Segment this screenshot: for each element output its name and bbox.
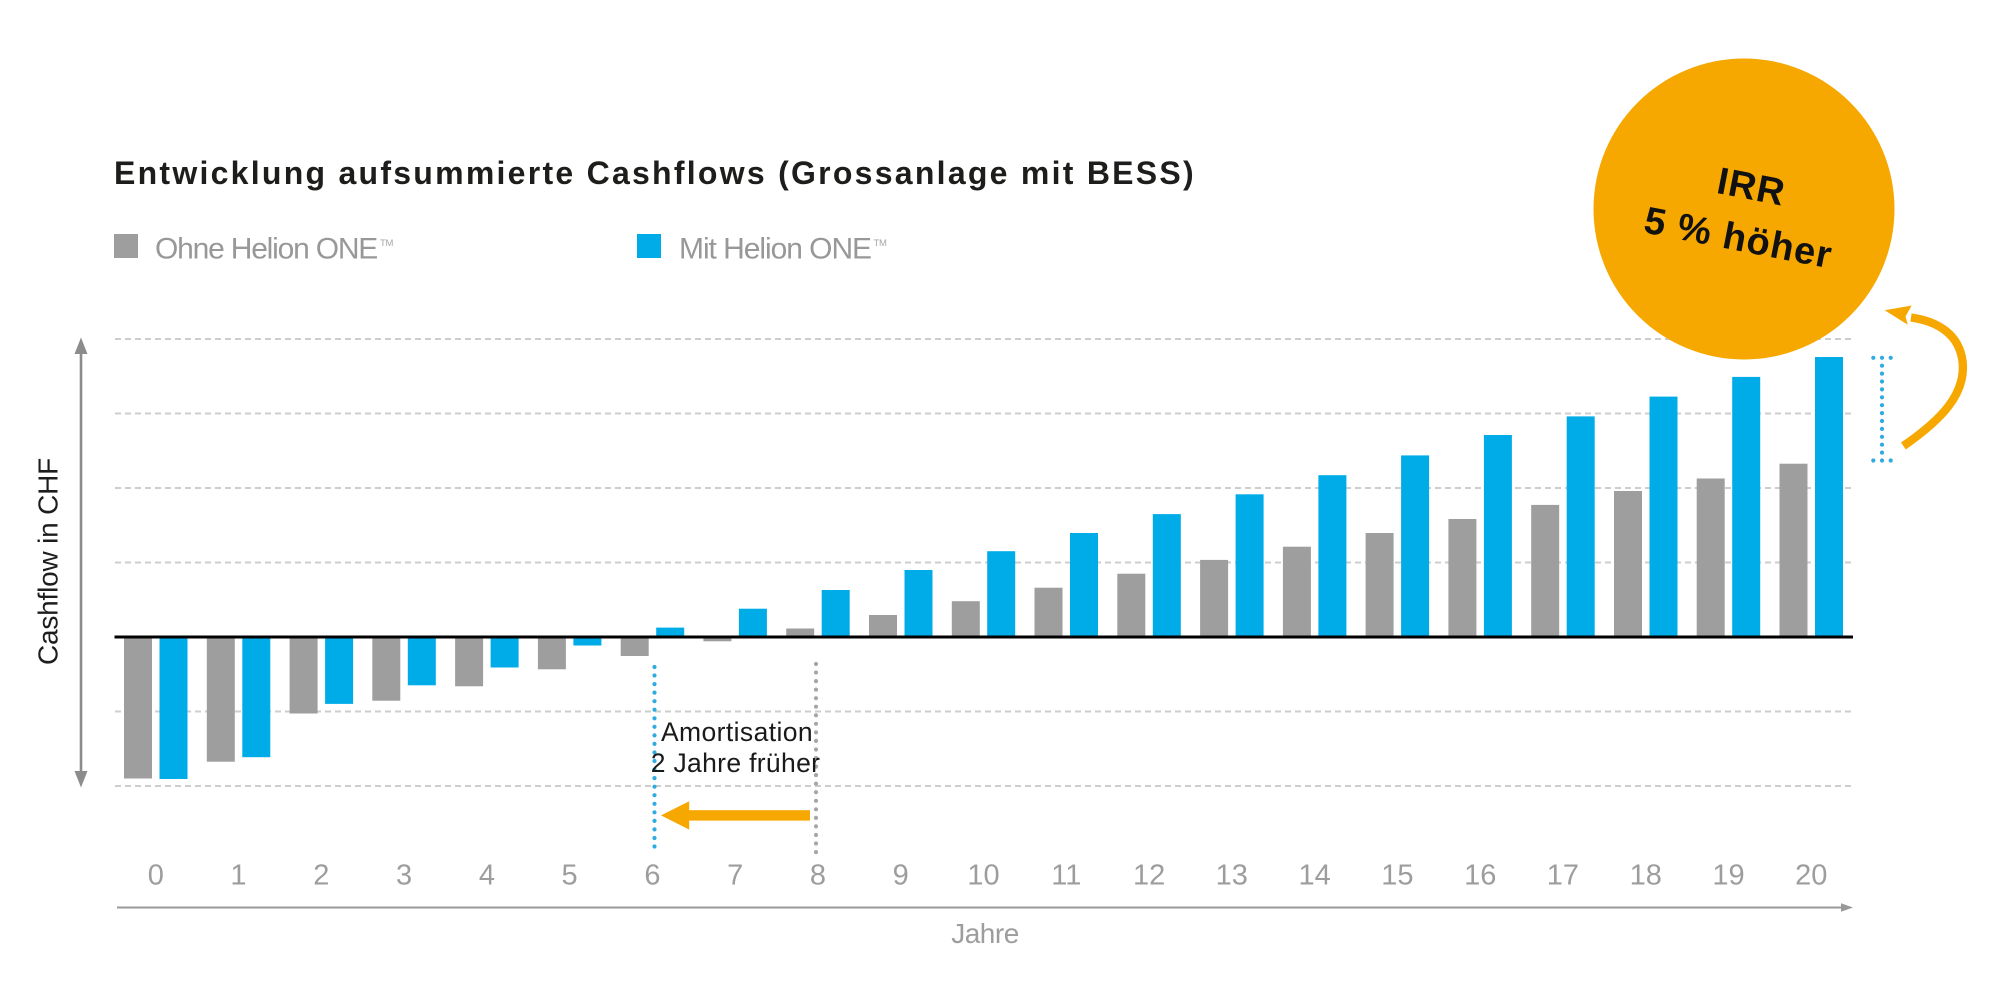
svg-text:Entwicklung aufsummierte Cashf: Entwicklung aufsummierte Cashflows (Gros… [114,155,1196,191]
svg-text:10: 10 [967,860,999,892]
svg-text:1: 1 [230,860,246,892]
svg-text:4: 4 [479,860,495,892]
svg-text:15: 15 [1381,860,1413,892]
svg-text:17: 17 [1547,860,1579,892]
svg-text:16: 16 [1464,860,1496,892]
svg-text:13: 13 [1216,860,1248,892]
svg-text:3: 3 [396,860,412,892]
svg-text:TM: TM [874,238,888,249]
svg-text:2 Jahre früher: 2 Jahre früher [651,748,821,778]
svg-text:19: 19 [1712,860,1744,892]
svg-text:TM: TM [380,238,394,249]
svg-text:Amortisation: Amortisation [661,717,813,747]
svg-text:20: 20 [1795,860,1827,892]
svg-text:11: 11 [1051,860,1081,892]
svg-text:12: 12 [1133,860,1165,892]
svg-text:5: 5 [562,860,578,892]
svg-text:14: 14 [1298,860,1330,892]
svg-text:Ohne Helion ONE: Ohne Helion ONE [155,233,377,266]
svg-text:2: 2 [313,860,329,892]
svg-text:6: 6 [644,860,660,892]
svg-text:9: 9 [893,860,909,892]
svg-text:0: 0 [148,860,164,892]
svg-text:8: 8 [810,860,826,892]
svg-text:7: 7 [727,860,743,892]
svg-text:Mit Helion ONE: Mit Helion ONE [679,233,871,266]
svg-text:18: 18 [1630,860,1662,892]
svg-text:Cashflow in CHF: Cashflow in CHF [33,458,64,665]
svg-text:Jahre: Jahre [951,918,1019,949]
